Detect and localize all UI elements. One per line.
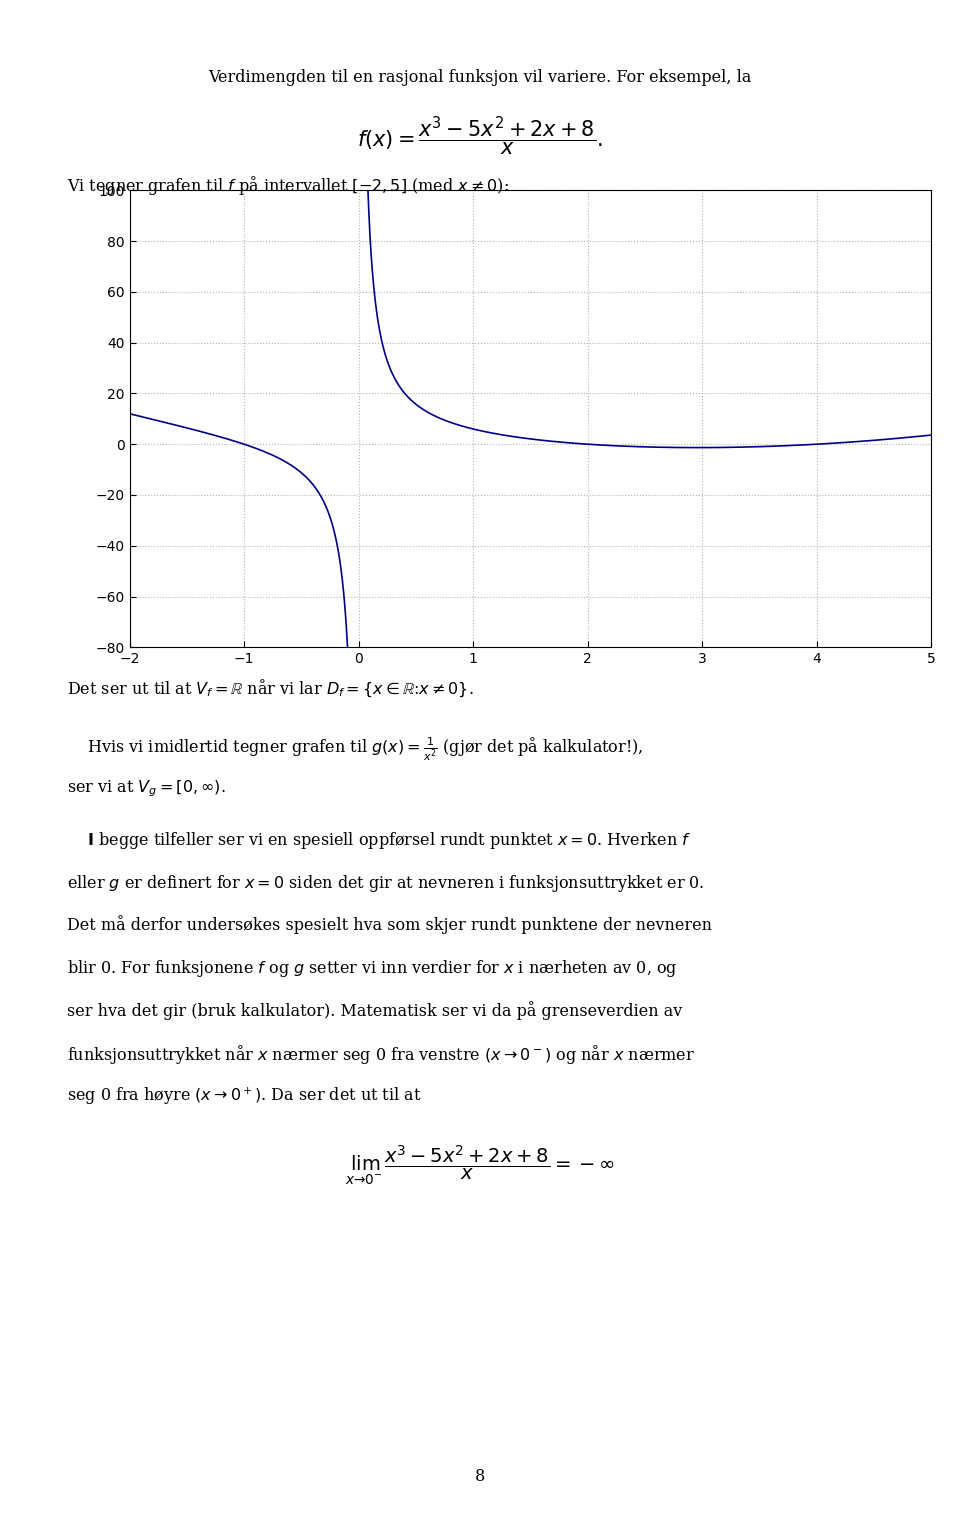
Text: 8: 8 (475, 1468, 485, 1485)
Text: Verdimengden til en rasjonal funksjon vil variere. For eksempel, la: Verdimengden til en rasjonal funksjon vi… (208, 69, 752, 85)
Text: $\lim_{x \to 0^-} \dfrac{x^3 - 5x^2 + 2x + 8}{x} = -\infty$: $\lim_{x \to 0^-} \dfrac{x^3 - 5x^2 + 2x… (346, 1144, 614, 1188)
Text: seg 0 fra høyre $(x \to 0^+)$. Da ser det ut til at: seg 0 fra høyre $(x \to 0^+)$. Da ser de… (67, 1086, 421, 1107)
Text: ser hva det gir (bruk kalkulator). Matematisk ser vi da på grenseverdien av: ser hva det gir (bruk kalkulator). Matem… (67, 1001, 683, 1019)
Text: Vi tegner grafen til $f$ på intervallet $[-2, 5]$ (med $x \neq 0$):: Vi tegner grafen til $f$ på intervallet … (67, 174, 509, 196)
Text: $f(x) = \dfrac{x^3 - 5x^2 + 2x + 8}{x}.$: $f(x) = \dfrac{x^3 - 5x^2 + 2x + 8}{x}.$ (357, 114, 603, 158)
Text: $\mathbf{I}$ begge tilfeller ser vi en spesiell oppførsel rundt punktet $x = 0$.: $\mathbf{I}$ begge tilfeller ser vi en s… (67, 830, 691, 851)
Text: ser vi at $V_g = [0, \infty)$.: ser vi at $V_g = [0, \infty)$. (67, 778, 226, 800)
Text: Det ser ut til at $V_f = \mathbb{R}$ når vi lar $D_f = \{x \in \mathbb{R}\colon : Det ser ut til at $V_f = \mathbb{R}$ når… (67, 678, 474, 699)
Text: Det må derfor undersøkes spesielt hva som skjer rundt punktene der nevneren: Det må derfor undersøkes spesielt hva so… (67, 915, 712, 934)
Text: blir 0. For funksjonene $f$ og $g$ setter vi inn verdier for $x$ i nærheten av 0: blir 0. For funksjonene $f$ og $g$ sette… (67, 958, 678, 979)
Text: Hvis vi imidlertid tegner grafen til $g(x) = \frac{1}{x^2}$ (gjør det på kalkula: Hvis vi imidlertid tegner grafen til $g(… (67, 736, 643, 763)
Text: funksjonsuttrykket når $x$ nærmer seg 0 fra venstre $(x \to 0^-)$ og når $x$ nær: funksjonsuttrykket når $x$ nærmer seg 0 … (67, 1043, 695, 1066)
Text: eller $g$ er definert for $x = 0$ siden det gir at nevneren i funksjonsuttrykket: eller $g$ er definert for $x = 0$ siden … (67, 873, 705, 894)
